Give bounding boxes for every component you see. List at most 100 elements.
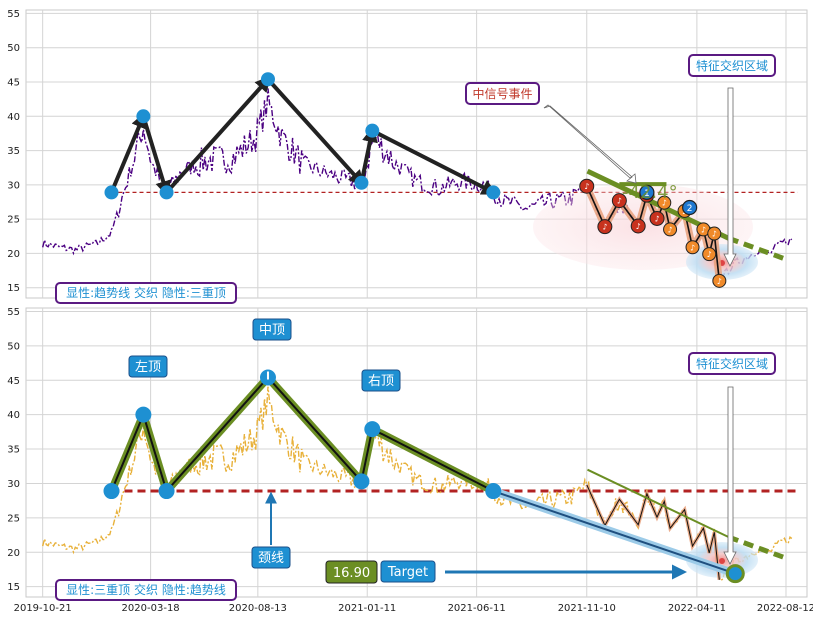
top-numbered-marker-label: 1 <box>644 189 650 199</box>
x-tick-label: 2021-11-10 <box>558 603 616 614</box>
bottom-y-tick-label: 45 <box>7 376 20 387</box>
top-swing-marker-glyph: ♪ <box>717 277 722 286</box>
bottom-swing-line <box>586 484 720 580</box>
top-swing-marker-glyph: ♪ <box>712 230 717 239</box>
top-pattern-marker <box>486 185 501 200</box>
top-swing-marker <box>649 210 665 226</box>
label-neckline: 颈线 <box>258 551 284 566</box>
bottom-pattern-marker <box>485 483 502 500</box>
top-numbered-marker <box>682 199 698 216</box>
top-swing-marker <box>657 195 672 210</box>
bottom-trend-line-ext <box>727 534 784 560</box>
top-pattern-marker <box>136 109 151 124</box>
top-pattern-arrow <box>165 75 272 194</box>
x-tick-label: 2020-08-13 <box>229 603 287 614</box>
top-zone-arrow <box>723 87 737 267</box>
bottom-target-line <box>492 490 738 576</box>
bottom-y-tick-label: 30 <box>7 479 20 490</box>
bottom-trend-line <box>587 468 730 539</box>
bottom-pattern-marker <box>135 406 152 423</box>
top-swing-marker <box>630 218 646 234</box>
top-numbered-marker-label: 2 <box>687 204 693 214</box>
bottom-zone-arrow <box>723 386 737 565</box>
top-y-tick-label: 55 <box>7 9 20 20</box>
top-pattern-marker <box>260 72 275 87</box>
x-tick-label: 2020-03-18 <box>122 603 180 614</box>
top-pattern-arrow <box>141 115 171 197</box>
top-y-tick-label: 20 <box>7 249 20 260</box>
top-legend-text: 显性:趋势线 交织 隐性:三重顶 <box>66 285 226 300</box>
target-value: 16.90 <box>333 566 370 581</box>
bottom-pattern-line <box>371 428 494 492</box>
top-signal-box <box>465 82 540 105</box>
label-left-top: 左顶 <box>135 360 161 375</box>
top-pattern-marker <box>104 185 119 200</box>
top-y-tick-label: 25 <box>7 215 20 226</box>
bottom-pattern-line <box>110 414 145 492</box>
bottom-y-tick-label: 15 <box>7 582 20 593</box>
top-legend-box <box>55 282 237 304</box>
top-swing-marker-glyph: ♪ <box>584 182 589 191</box>
target-label-box <box>380 560 436 583</box>
label-middle-top-box <box>252 318 292 341</box>
top-y-tick-label: 40 <box>7 112 20 123</box>
bottom-pattern-marker <box>103 483 120 500</box>
top-swing-marker-glyph: ♪ <box>662 199 667 208</box>
x-tick-label: 2021-01-11 <box>338 603 396 614</box>
top-swing-marker <box>611 193 627 209</box>
target-label: Target <box>387 565 428 580</box>
x-tick-label: 2022-08-12 <box>757 603 813 614</box>
top-swing-marker <box>597 219 613 235</box>
top-swing-marker <box>579 178 595 194</box>
top-zone-label: 特征交织区域 <box>696 58 768 73</box>
bottom-legend-text: 显性:三重顶 交织 隐性:趋势线 <box>66 582 226 597</box>
bottom-y-tick-label: 55 <box>7 307 20 318</box>
top-pattern-marker <box>159 185 174 200</box>
bottom-y-tick-label: 25 <box>7 513 20 524</box>
top-swing-marker <box>685 240 700 255</box>
top-y-tick-label: 45 <box>7 78 20 89</box>
top-y-tick-label: 35 <box>7 146 20 157</box>
top-signal-label: 中信号事件 <box>472 86 532 101</box>
x-axis: 2019-10-21 2020-03-18 2020-08-13 2021-01-11… <box>14 603 813 614</box>
top-swing-marker-glyph: ♪ <box>701 225 706 234</box>
top-pattern-arrow <box>371 128 498 195</box>
bottom-pattern-line <box>267 376 363 483</box>
top-pattern-arrow <box>109 111 147 194</box>
top-swing-marker-glyph: ♪ <box>668 225 673 234</box>
target-value-box <box>325 560 378 584</box>
bottom-zone-box <box>688 352 776 375</box>
label-right-top: 右顶 <box>368 374 394 389</box>
top-y-tick-label: 30 <box>7 180 20 191</box>
top-pattern-marker <box>354 175 369 190</box>
top-signal-arrow <box>543 104 637 184</box>
top-pattern-marker <box>365 123 380 138</box>
top-swing-marker <box>702 247 717 262</box>
label-right-top-box <box>361 369 401 392</box>
bottom-pattern-marker <box>353 473 370 490</box>
top-swing-marker-glyph: ♪ <box>636 222 641 231</box>
top-swing-marker <box>712 273 727 288</box>
top-y-tick-label: 50 <box>7 43 20 54</box>
bottom-target-marker <box>725 564 745 584</box>
top-pattern-arrow <box>359 125 378 184</box>
bottom-pattern-marker <box>158 483 175 500</box>
top-zone-box <box>688 54 776 77</box>
top-swing-marker <box>707 226 722 241</box>
top-swing-marker-glyph: ♪ <box>690 243 695 252</box>
bottom-y-tick-label: 35 <box>7 445 20 456</box>
top-numbered-marker <box>639 184 655 200</box>
x-tick-label: 2021-06-11 <box>448 603 506 614</box>
x-tick-label: 2019-10-21 <box>14 603 72 614</box>
top-swing-marker-glyph: ♪ <box>707 250 712 259</box>
bottom-zone-label: 特征交织区域 <box>696 356 768 371</box>
top-pattern-arrow <box>266 77 365 187</box>
label-left-top-box <box>128 355 168 378</box>
top-swing-marker-glyph: ♪ <box>602 223 607 232</box>
bottom-pattern-line <box>142 414 168 492</box>
top-swing-marker-glyph: ♪ <box>654 214 659 223</box>
top-y-tick-label: 15 <box>7 283 20 294</box>
bottom-y-tick-label: 20 <box>7 548 20 559</box>
label-middle-top: 中顶 <box>259 323 285 338</box>
